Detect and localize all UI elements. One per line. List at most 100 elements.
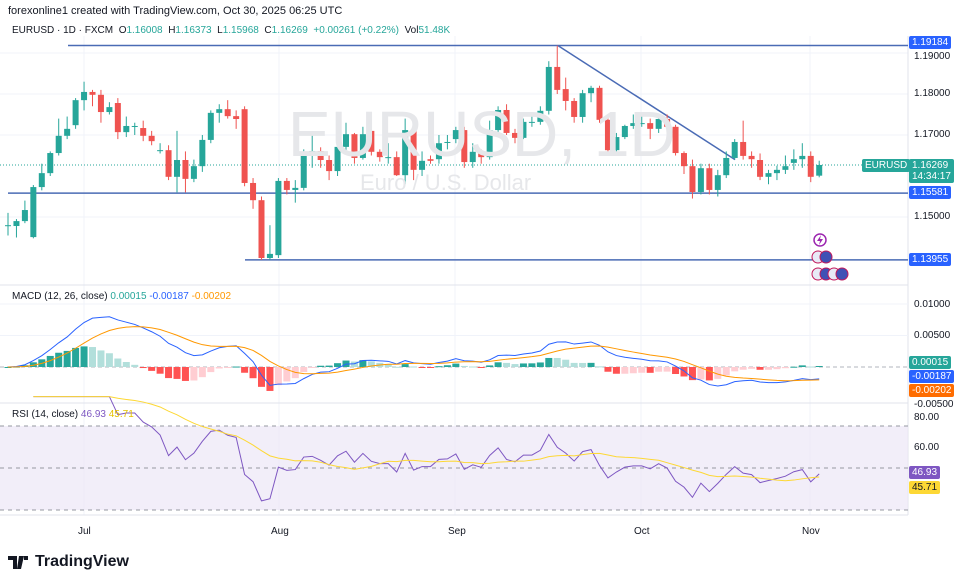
symbol-label[interactable]: EURUSD · 1D · FXCM	[12, 25, 114, 36]
candle-body	[689, 166, 696, 192]
watermark-description: Euro / U.S. Dollar	[360, 170, 532, 195]
candle-body	[461, 130, 468, 163]
rsi-line	[33, 396, 820, 502]
candle-body	[588, 87, 595, 94]
candle-body	[64, 128, 71, 136]
macd-tick: 0.00500	[914, 330, 951, 341]
price-pane	[0, 36, 908, 284]
candle-body	[562, 89, 569, 101]
rsi-ma-line	[33, 396, 820, 482]
macd-histogram-bar	[638, 367, 646, 373]
rsi-legend[interactable]: RSI (14, close) 46.93 45.71	[12, 409, 134, 420]
macd-histogram-bar	[72, 347, 80, 367]
candle-body	[681, 153, 687, 167]
candle-body	[419, 160, 426, 170]
macd-histogram-bar	[528, 363, 536, 367]
candle-body	[706, 168, 713, 190]
last-price: 1.16269	[912, 160, 949, 171]
volume-label: Vol	[404, 25, 419, 36]
macd-histogram-bar	[156, 367, 164, 374]
macd-histogram-bar	[629, 367, 637, 374]
candle-body	[207, 112, 214, 140]
macd-histogram-bar	[418, 367, 426, 368]
macd-histogram-bar	[258, 367, 265, 387]
candle-body	[140, 128, 147, 136]
last-price-tag: 1.16269 14:34:17	[909, 159, 954, 183]
candle-body	[359, 134, 366, 158]
change-value: +0.00261 (+0.22%)	[313, 25, 399, 36]
symbol-legend: EURUSD · 1D · FXCM O1.16008 H1.16373 L1.…	[12, 25, 450, 36]
macd-histogram-bar	[511, 364, 519, 367]
tradingview-logo-icon	[8, 555, 28, 569]
high-label: H	[168, 25, 176, 36]
candle-body	[723, 157, 730, 176]
macd-signal-line	[7, 326, 820, 382]
candle-body	[368, 130, 375, 152]
macd-histogram-bar	[604, 367, 612, 372]
macd-histogram-bar	[714, 367, 722, 379]
candle-body	[224, 109, 231, 117]
symbol-price-tag: EURUSD	[862, 159, 911, 172]
candle-body	[773, 169, 780, 174]
time-tick: Sep	[448, 526, 466, 537]
candle-body	[385, 157, 392, 159]
level-tag: 1.19184	[909, 36, 952, 49]
low-label: L	[217, 25, 223, 36]
macd-histogram-bar	[308, 367, 316, 368]
macd-histogram-bar	[553, 357, 561, 367]
candle-body	[174, 160, 180, 177]
candle-body	[199, 139, 206, 167]
candle-body	[512, 132, 518, 138]
candle-body	[148, 135, 155, 142]
candle-body	[503, 109, 510, 133]
macd-histogram-bar	[655, 367, 663, 372]
macd-histogram-bar	[663, 367, 671, 372]
candle-body	[740, 141, 747, 156]
candle-body	[630, 123, 637, 126]
candle-body	[537, 110, 544, 122]
price-tick: 1.19000	[914, 51, 951, 62]
candle-body	[486, 130, 493, 158]
macd-histogram-bar	[460, 365, 468, 367]
macd-histogram-bar	[249, 367, 257, 379]
level-tag: 1.13955	[909, 253, 952, 266]
macd-histogram-bar	[300, 367, 308, 373]
candle-body	[714, 175, 721, 190]
time-tick: Nov	[802, 526, 820, 537]
candle-body	[452, 130, 459, 140]
macd-histogram-bar	[114, 358, 122, 367]
candle-body	[402, 130, 409, 176]
close-label: C	[264, 25, 272, 36]
candle-body	[672, 126, 679, 154]
macd-histogram-bar	[570, 362, 578, 367]
candle-body	[579, 93, 586, 117]
candle-body	[765, 173, 772, 177]
macd-histogram-bar	[562, 359, 570, 367]
price-tick: 1.17000	[914, 129, 951, 140]
macd-histogram-bar	[359, 360, 367, 367]
macd-histogram-bar	[503, 362, 511, 367]
candle-body	[266, 253, 273, 258]
macd-legend[interactable]: MACD (12, 26, close) 0.00015 -0.00187 -0…	[12, 291, 231, 302]
candle-body	[444, 141, 451, 143]
macd-histogram-bar	[148, 367, 156, 371]
candle-body	[283, 180, 290, 190]
time-tick: Jul	[78, 526, 91, 537]
macd-histogram-bar	[435, 366, 443, 368]
macd-histogram-bar	[367, 361, 375, 367]
macd-histogram-bar	[486, 365, 494, 367]
candle-body	[621, 125, 628, 138]
macd-histogram-bar	[384, 364, 392, 367]
candle-body	[21, 210, 28, 222]
macd-histogram-bar	[705, 367, 713, 381]
macd-histogram-bar	[173, 367, 181, 379]
candle-body	[123, 125, 130, 133]
macd-histogram-bar	[165, 367, 173, 379]
candle-body	[334, 146, 341, 172]
candle-body	[435, 143, 442, 160]
candle-body	[807, 155, 814, 177]
tradingview-logo[interactable]: TradingView	[8, 553, 129, 571]
macd-histogram-bar	[350, 361, 358, 367]
candle-body	[300, 153, 307, 188]
